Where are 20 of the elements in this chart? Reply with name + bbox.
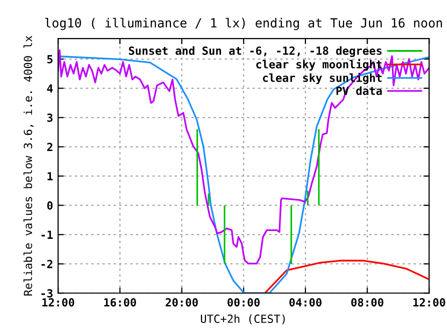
y-tick-label: 2 xyxy=(47,142,52,152)
x-tick-label: 08:00 xyxy=(351,298,384,307)
legend-label: Sunset and Sun at -6, -12, -18 degrees xyxy=(128,46,382,58)
y-tick-label: -2 xyxy=(42,260,52,268)
y-tick-label: 4 xyxy=(47,84,53,92)
x-tick-label: 12:00 xyxy=(413,298,446,307)
y-tick-label: -3 xyxy=(42,289,53,298)
y-tick-label: -1 xyxy=(42,230,53,239)
x-tick-label: 20:00 xyxy=(166,298,198,307)
y-tick-label: 5 xyxy=(47,55,52,64)
x-tick-label: 12:00 xyxy=(42,298,74,307)
x-tick-label: 04:00 xyxy=(289,298,322,307)
y-axis-title: Reliable values below 3.6, i.e. 4000 lx xyxy=(24,36,34,296)
x-axis-title: UTC+2h (CEST) xyxy=(200,314,285,324)
y-tick-label: 1 xyxy=(48,172,53,180)
y-tick-label: 3 xyxy=(47,114,53,122)
y-tick-label: 0 xyxy=(47,201,53,210)
x-tick-label: 16:00 xyxy=(104,298,136,307)
chart-title: log10 ( illuminance / 1 lx) ending at Tue Jun 16 noon xyxy=(45,18,442,30)
x-tick-label: 00:00 xyxy=(228,298,260,307)
